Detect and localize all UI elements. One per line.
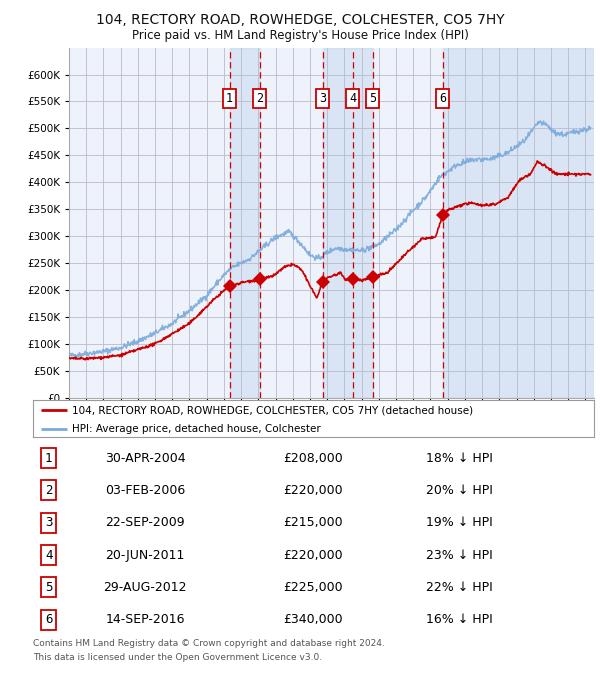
- Text: 6: 6: [439, 92, 446, 105]
- Text: 6: 6: [45, 613, 52, 626]
- Text: 03-FEB-2006: 03-FEB-2006: [105, 484, 185, 497]
- Text: 4: 4: [45, 549, 52, 562]
- Text: £220,000: £220,000: [284, 549, 343, 562]
- Text: Contains HM Land Registry data © Crown copyright and database right 2024.: Contains HM Land Registry data © Crown c…: [33, 639, 385, 648]
- Text: £220,000: £220,000: [284, 484, 343, 497]
- Text: 20% ↓ HPI: 20% ↓ HPI: [426, 484, 493, 497]
- Text: 2: 2: [45, 484, 52, 497]
- Text: 1: 1: [45, 452, 52, 464]
- Text: £215,000: £215,000: [284, 516, 343, 529]
- Text: 22% ↓ HPI: 22% ↓ HPI: [426, 581, 493, 594]
- Text: 4: 4: [349, 92, 356, 105]
- Text: 2: 2: [256, 92, 263, 105]
- Text: 104, RECTORY ROAD, ROWHEDGE, COLCHESTER, CO5 7HY: 104, RECTORY ROAD, ROWHEDGE, COLCHESTER,…: [95, 13, 505, 27]
- Text: 14-SEP-2016: 14-SEP-2016: [106, 613, 185, 626]
- Text: 3: 3: [45, 516, 52, 529]
- Bar: [323, 48, 373, 398]
- Text: 23% ↓ HPI: 23% ↓ HPI: [426, 549, 493, 562]
- Text: £340,000: £340,000: [284, 613, 343, 626]
- Text: This data is licensed under the Open Government Licence v3.0.: This data is licensed under the Open Gov…: [33, 653, 322, 662]
- Text: 1: 1: [226, 92, 233, 105]
- Text: £208,000: £208,000: [284, 452, 343, 464]
- Text: 18% ↓ HPI: 18% ↓ HPI: [426, 452, 493, 464]
- Bar: [230, 48, 260, 398]
- Text: HPI: Average price, detached house, Colchester: HPI: Average price, detached house, Colc…: [72, 424, 321, 434]
- Text: 5: 5: [370, 92, 377, 105]
- Text: 22-SEP-2009: 22-SEP-2009: [106, 516, 185, 529]
- Text: 16% ↓ HPI: 16% ↓ HPI: [426, 613, 493, 626]
- Text: 30-APR-2004: 30-APR-2004: [105, 452, 185, 464]
- Text: 3: 3: [319, 92, 326, 105]
- Text: 5: 5: [45, 581, 52, 594]
- Text: 19% ↓ HPI: 19% ↓ HPI: [426, 516, 493, 529]
- Text: £225,000: £225,000: [284, 581, 343, 594]
- Text: 29-AUG-2012: 29-AUG-2012: [103, 581, 187, 594]
- Bar: [443, 48, 594, 398]
- Text: Price paid vs. HM Land Registry's House Price Index (HPI): Price paid vs. HM Land Registry's House …: [131, 29, 469, 41]
- Text: 20-JUN-2011: 20-JUN-2011: [106, 549, 185, 562]
- Text: 104, RECTORY ROAD, ROWHEDGE, COLCHESTER, CO5 7HY (detached house): 104, RECTORY ROAD, ROWHEDGE, COLCHESTER,…: [72, 405, 473, 415]
